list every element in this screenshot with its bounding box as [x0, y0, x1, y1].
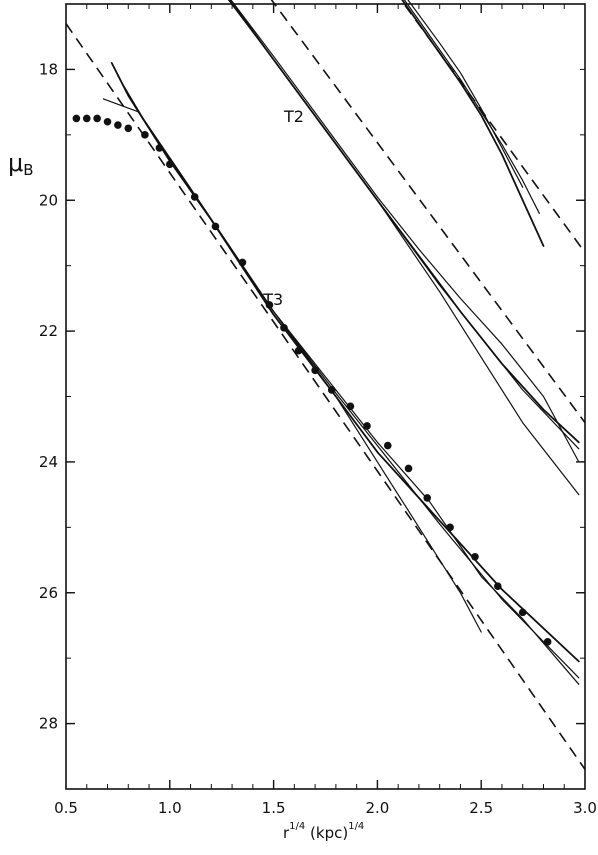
- panel-t3-data-point: [265, 301, 274, 309]
- panel-t3-data-point: [518, 608, 527, 617]
- x-axis-exponent: 1/4: [289, 821, 305, 832]
- y-tick-label: 26: [39, 584, 58, 602]
- x-axis-unit-exponent: 1/4: [348, 821, 364, 832]
- x-axis-variable: r: [283, 824, 290, 842]
- panel-t3-data-point: [494, 582, 502, 591]
- panel-t1-profile-2: [403, 0, 540, 214]
- panel-t3-profile-2: [102, 98, 580, 679]
- panel-t3-data-point: [280, 324, 288, 332]
- y-axis-symbol: μ: [8, 149, 23, 177]
- x-tick-label: 2.5: [469, 799, 493, 817]
- y-tick-label: 22: [39, 322, 58, 340]
- x-tick-label: 2.0: [365, 799, 389, 817]
- panel-t3-data-point: [211, 222, 220, 231]
- series-layer: [65, 0, 586, 770]
- panel-t3-data-point: [141, 131, 149, 139]
- panel-t3-profile-3: [117, 75, 580, 685]
- panel-t3-data-point: [311, 366, 319, 375]
- panel-t2-profile-3: [227, 0, 580, 450]
- x-axis-unit: (kpc): [305, 824, 348, 842]
- y-tick-label: 20: [39, 191, 58, 209]
- panel-t3-data-point: [327, 386, 336, 394]
- panel-t3-data-point: [93, 114, 101, 123]
- x-tick-label: 3.0: [573, 799, 597, 817]
- panel-t3-zero-point-label: 18: [39, 60, 58, 78]
- panel-t3-data-point: [446, 523, 454, 532]
- label-layer: 0.51.01.52.02.53.0202224262818T118T218T3…: [8, 60, 597, 842]
- x-tick-label: 1.5: [262, 799, 286, 817]
- panel-t2-label: T2: [283, 107, 304, 126]
- panel-t3-data-point: [124, 124, 133, 133]
- panel-t3-data-point: [155, 144, 164, 152]
- panel-t3-data-point: [190, 193, 199, 201]
- panel-t3-data-point: [346, 402, 355, 411]
- panel-t3-dashed-fit: [65, 23, 586, 770]
- panel-t3-data-point: [404, 464, 413, 473]
- panel-t2-dashed-fit: [270, 0, 586, 424]
- panel-t3-label: T3: [262, 290, 283, 309]
- panel-t3-data-point: [103, 117, 112, 126]
- panel-t1-profile-3: [407, 0, 524, 188]
- panel-t3-data-point: [82, 114, 91, 123]
- panel-t3-data-point: [294, 346, 303, 355]
- axis-layer: [66, 3, 585, 790]
- panel-t3-data-point: [471, 552, 479, 561]
- panel-t2-profile-4: [228, 0, 580, 496]
- y-tick-label: 24: [39, 453, 58, 471]
- x-tick-label: 1.0: [158, 799, 182, 817]
- panel-t3-data-point: [166, 160, 174, 169]
- panel-t2-profile-2: [230, 0, 580, 463]
- y-axis-subscript: B: [23, 161, 33, 179]
- panel-t3-profile-4: [169, 157, 482, 633]
- y-tick-label: 28: [39, 715, 58, 733]
- y-axis-title: μB: [8, 149, 34, 179]
- panel-t3-data-point: [423, 494, 432, 502]
- panel-t3-data-point: [363, 422, 371, 430]
- panel-t1-profile-1: [401, 0, 545, 247]
- panel-t3-data-point: [543, 638, 552, 646]
- x-axis-title: r1/4 (kpc)1/4: [283, 821, 364, 842]
- panel-t3-data-point: [114, 121, 122, 129]
- x-tick-label: 0.5: [54, 799, 78, 817]
- panel-t3-data-point: [72, 114, 81, 123]
- panel-t3-data-point: [238, 258, 247, 267]
- panel-t3-data-point: [383, 441, 392, 450]
